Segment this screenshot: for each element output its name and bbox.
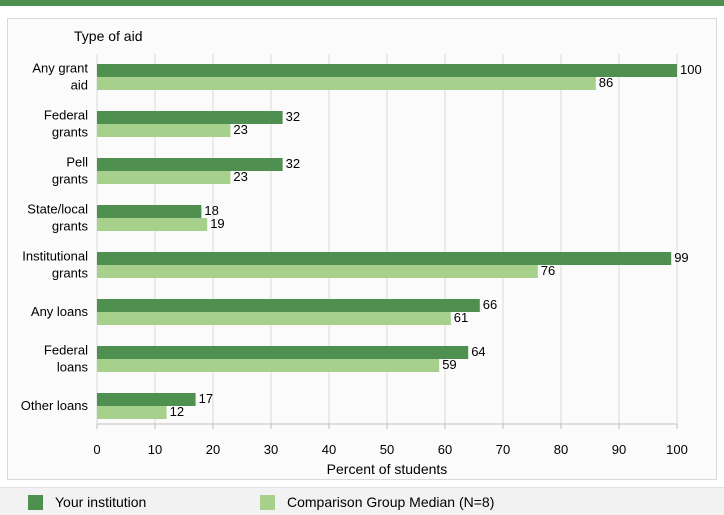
data-label: 17 [199, 391, 213, 406]
legend-item-comparison: Comparison Group Median (N=8) [260, 494, 494, 510]
category-label: aid [71, 78, 88, 93]
bar-comparison-median [97, 359, 440, 372]
bar-your-institution [97, 158, 283, 171]
x-tick-label: 70 [496, 442, 510, 457]
bar-your-institution [97, 252, 672, 265]
category-label: grants [52, 172, 89, 187]
category-label: grants [52, 266, 89, 281]
bar-your-institution [97, 393, 196, 406]
category-labels: Any grant aid Federal grants Pell grants State… [21, 61, 89, 414]
x-axis-title: Percent of students [327, 461, 448, 477]
data-label: 32 [286, 109, 300, 124]
gridlines [96, 54, 678, 429]
data-label: 66 [483, 297, 497, 312]
bar-your-institution [97, 205, 202, 218]
legend: Your institution Comparison Group Median… [0, 487, 724, 515]
category-label: Pell [66, 155, 88, 170]
bar-comparison-median [97, 124, 231, 137]
data-label: 23 [233, 169, 247, 184]
x-tick-label: 80 [554, 442, 568, 457]
category-label: Federal [44, 108, 88, 123]
data-label: 64 [471, 344, 485, 359]
x-tick-label: 60 [438, 442, 452, 457]
legend-swatch-comparison [260, 494, 275, 510]
x-tick-label: 50 [380, 442, 394, 457]
category-label: Any grant [32, 61, 88, 76]
data-label: 19 [210, 216, 224, 231]
data-label: 86 [599, 75, 613, 90]
bars [97, 64, 677, 419]
x-tick-label: 0 [93, 442, 100, 457]
y-axis-title: Type of aid [74, 28, 143, 44]
bar-your-institution [97, 64, 677, 77]
bar-comparison-median [97, 218, 208, 231]
legend-label: Comparison Group Median (N=8) [287, 494, 495, 510]
data-label: 59 [442, 357, 456, 372]
bar-comparison-median [97, 406, 167, 419]
category-label: Other loans [21, 398, 89, 413]
x-tick-label: 90 [612, 442, 626, 457]
category-label: State/local [27, 202, 88, 217]
data-label: 32 [286, 156, 300, 171]
header-rule [0, 0, 724, 6]
bar-your-institution [97, 346, 469, 359]
data-label: 61 [454, 310, 468, 325]
category-label: Federal [44, 343, 88, 358]
legend-label: Your institution [55, 494, 147, 510]
data-label: 76 [541, 263, 555, 278]
data-label: 99 [674, 250, 688, 265]
data-label: 100 [680, 62, 702, 77]
category-label: loans [57, 360, 89, 375]
data-label: 18 [204, 203, 218, 218]
category-label: grants [52, 125, 89, 140]
bar-comparison-median [97, 265, 538, 278]
bar-comparison-median [97, 77, 596, 90]
legend-swatch-your-institution [28, 494, 43, 510]
category-label: Institutional [22, 249, 88, 264]
bar-comparison-median [97, 312, 451, 325]
bar-comparison-median [97, 171, 231, 184]
x-tick-label: 100 [666, 442, 688, 457]
category-label: Any loans [31, 304, 89, 319]
x-tick-labels: 0 10 20 30 40 50 60 70 80 90 100 [93, 442, 687, 457]
legend-item-your-institution: Your institution [28, 494, 146, 510]
data-label: 23 [233, 122, 247, 137]
bar-your-institution [97, 111, 283, 124]
x-tick-label: 20 [206, 442, 220, 457]
data-label: 12 [170, 404, 184, 419]
category-label: grants [52, 219, 89, 234]
x-tick-label: 10 [148, 442, 162, 457]
bar-your-institution [97, 299, 480, 312]
x-tick-label: 30 [264, 442, 278, 457]
x-tick-label: 40 [322, 442, 336, 457]
